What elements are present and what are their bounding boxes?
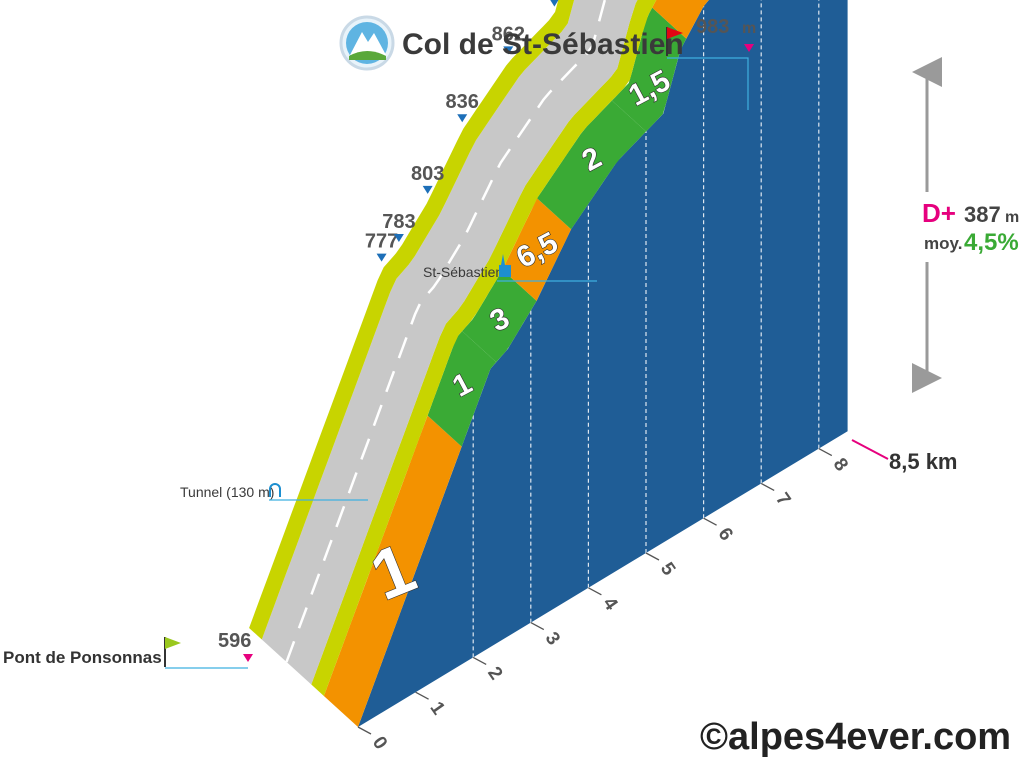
average-label: moy. [924, 234, 962, 253]
average-gradient: 4,5% [964, 229, 1019, 256]
altitude-marker-icon [457, 114, 468, 123]
km-tick-5 [645, 552, 660, 561]
credit: ©alpes4ever.com [700, 716, 1011, 758]
landmark-tunnel-label: Tunnel (130 m) [180, 484, 274, 500]
altitude-markers: 777783803836862875910929 [365, 0, 559, 262]
km-tick-7 [760, 482, 775, 491]
altitude-label: 783 [382, 211, 415, 233]
gradient-segment [462, 269, 537, 363]
road-verge-front [311, 0, 657, 696]
elevation-gain-value: 387 [964, 202, 1001, 227]
start-altitude: 596 [218, 630, 251, 652]
gradient-segment [652, 0, 709, 39]
road-verge-back [249, 0, 575, 640]
km-tick-label: 0 [368, 733, 391, 754]
gradient-segments [323, 0, 709, 727]
km-tick-label: 8 [829, 454, 852, 475]
km-tick-3 [530, 622, 545, 631]
altitude-label: 862 [492, 23, 525, 45]
road-ribbon [249, 0, 657, 696]
km-tick-8 [818, 448, 833, 457]
road-center-line [285, 0, 607, 663]
altitude-label: 777 [365, 231, 398, 253]
km-tick-label: 3 [541, 628, 564, 649]
profile-wall [358, 0, 848, 727]
km-tick-label: 7 [771, 489, 794, 510]
altitude-label: 803 [411, 163, 444, 185]
km-tick-2 [472, 656, 487, 665]
altitude-marker-icon [422, 185, 433, 194]
road-surface [261, 0, 638, 685]
start-flag-icon [164, 637, 181, 667]
gradient-segment [502, 198, 572, 301]
km-tick-4 [588, 587, 602, 596]
elevation-gain-label: D+ [922, 198, 956, 228]
church-icon [499, 254, 511, 277]
summit-marker-icon [744, 44, 754, 52]
start-name: Pont de Ponsonnas [3, 648, 162, 667]
km-tick-label: 5 [656, 559, 680, 580]
gradient-segment [323, 415, 462, 727]
distance-leader-line [851, 439, 889, 460]
altitude-label: 836 [446, 91, 479, 113]
altitude-marker-icon [550, 0, 559, 7]
km-tick-label: 2 [483, 663, 506, 684]
summit-leader-line [667, 57, 749, 110]
logo-badge [339, 15, 395, 71]
distance-gridlines [472, 0, 820, 658]
gradient-segment [427, 331, 497, 447]
gradient-label: 7 [675, 0, 705, 7]
tunnel-icon [269, 483, 281, 497]
total-distance: 8,5 km [889, 449, 958, 474]
km-tick-label: 4 [598, 594, 622, 615]
summit-flag-icon [666, 27, 683, 56]
km-tick-label: 1 [426, 698, 450, 719]
start-marker-icon [243, 654, 253, 662]
summit-unit: m [742, 20, 756, 37]
km-tick-1 [415, 691, 429, 700]
km-tick-0 [357, 726, 372, 735]
gradient-segment [537, 100, 646, 230]
page-title: Col de St-Sébastien [402, 28, 684, 61]
altitude-marker-icon [393, 234, 404, 243]
km-tick-label: 6 [714, 524, 737, 545]
altitude-marker-icon [503, 46, 514, 55]
km-tick-6 [703, 517, 717, 526]
altitude-marker-icon [376, 253, 387, 262]
summit-altitude: 983 [696, 16, 729, 38]
stats-background [915, 192, 1017, 262]
elevation-gain-unit: m [1005, 209, 1019, 226]
profile-wall-face [358, 0, 848, 727]
landmark-village-label: St-Sébastien [423, 264, 503, 280]
